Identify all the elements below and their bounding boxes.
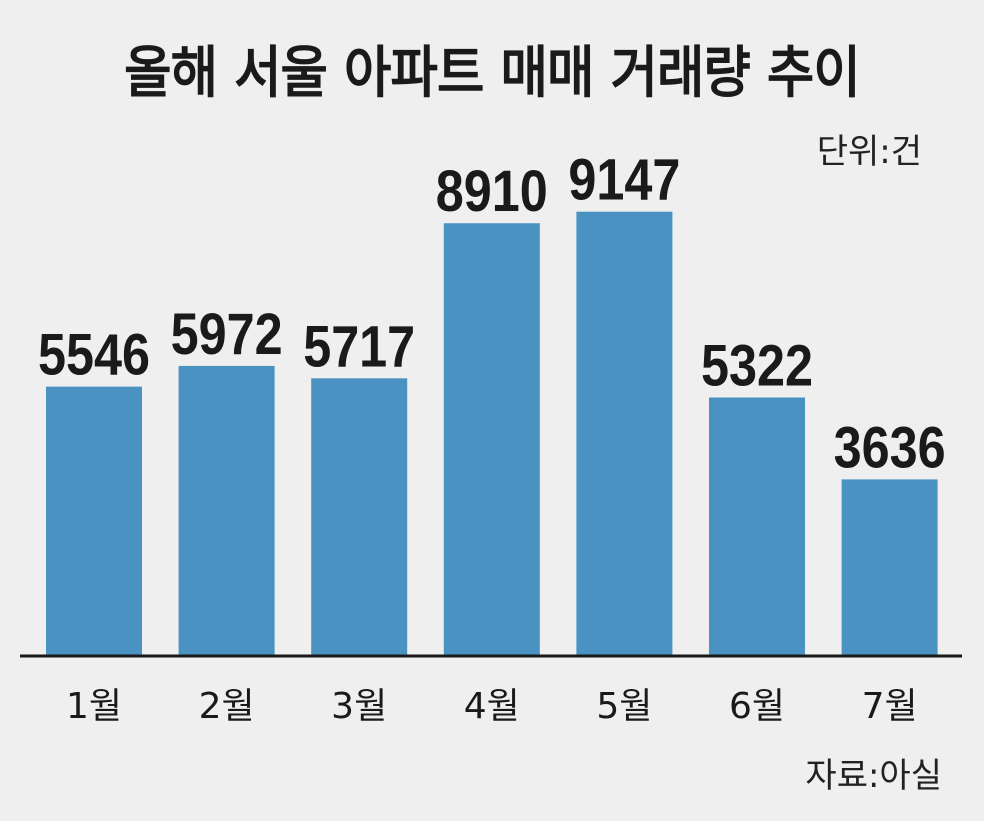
source-label: 자료:아실 <box>805 756 942 796</box>
category-label-5: 5월 <box>596 686 652 727</box>
value-label-6: 5322 <box>701 334 813 399</box>
value-label-1: 5546 <box>38 323 150 388</box>
value-label-4: 8910 <box>436 159 548 224</box>
bar-5 <box>576 211 673 656</box>
chart-title: 올해 서울 아파트 매매 거래량 추이 <box>124 41 861 106</box>
bar-2 <box>178 365 275 656</box>
bar-6 <box>709 397 805 656</box>
value-label-2: 5972 <box>171 302 283 367</box>
bar-7 <box>841 479 938 656</box>
category-label-3: 3월 <box>331 686 387 727</box>
category-label-4: 4월 <box>464 686 520 727</box>
unit-label: 단위:건 <box>816 132 922 172</box>
value-label-5: 9147 <box>568 148 680 213</box>
category-label-1: 1월 <box>66 686 122 727</box>
bar-4 <box>443 223 540 656</box>
category-label-6: 6월 <box>729 686 785 727</box>
bar-1 <box>46 386 142 656</box>
category-label-2: 2월 <box>199 686 255 727</box>
value-label-7: 3636 <box>834 415 946 480</box>
bar-3 <box>311 378 408 656</box>
category-label-7: 7월 <box>862 686 918 727</box>
value-label-3: 5717 <box>303 314 415 379</box>
